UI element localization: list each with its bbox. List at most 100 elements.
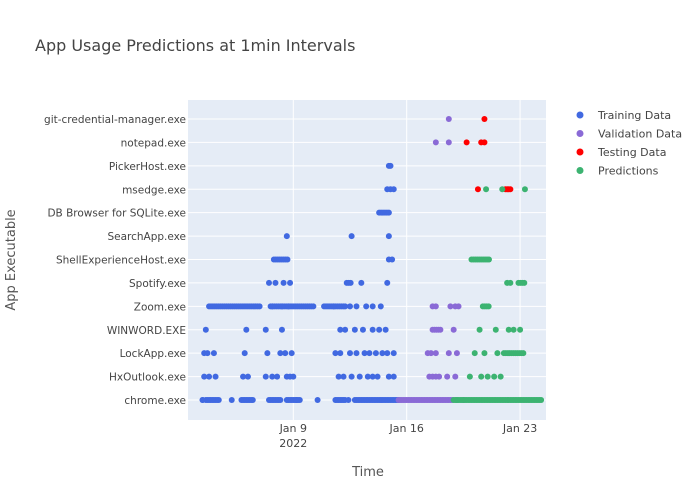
data-point — [358, 279, 365, 286]
data-point — [274, 373, 281, 380]
data-point — [351, 326, 358, 333]
data-point — [517, 326, 524, 333]
data-point — [377, 303, 384, 310]
series-predictions — [450, 186, 545, 403]
data-point — [390, 350, 397, 357]
data-point — [366, 350, 373, 357]
data-point — [369, 373, 376, 380]
y-tick-label: git-credential-manager.exe — [44, 114, 186, 126]
x-tick-sublabel: 2022 — [279, 437, 307, 450]
y-tick-label: chrome.exe — [124, 395, 186, 407]
data-point — [277, 397, 284, 403]
data-point — [538, 397, 545, 403]
legend-marker — [576, 167, 584, 174]
data-point — [269, 303, 276, 310]
data-point — [437, 326, 444, 333]
y-tick-label: Spotify.exe — [129, 278, 186, 290]
data-point — [337, 350, 344, 357]
data-point — [348, 373, 355, 380]
data-point — [280, 279, 287, 286]
data-point — [507, 186, 514, 193]
data-point — [369, 303, 376, 310]
data-point — [484, 373, 491, 380]
data-point — [521, 279, 528, 286]
data-point — [199, 397, 206, 403]
y-tick-label: WINWORD.EXE — [107, 325, 186, 337]
legend-marker — [576, 130, 584, 137]
data-point — [277, 350, 284, 357]
data-point — [453, 350, 460, 357]
series-testing-data — [463, 116, 514, 193]
data-point — [390, 373, 397, 380]
data-point — [445, 350, 452, 357]
data-point — [249, 397, 256, 403]
data-point — [427, 350, 434, 357]
data-point — [314, 397, 321, 403]
data-point — [521, 186, 528, 193]
data-point — [450, 326, 457, 333]
data-point — [283, 233, 290, 240]
data-point — [293, 397, 300, 403]
data-point — [212, 373, 219, 380]
data-point — [389, 256, 396, 263]
data-point — [346, 350, 353, 357]
data-point — [288, 350, 295, 357]
data-point — [363, 303, 370, 310]
data-point — [466, 373, 473, 380]
data-point — [452, 373, 459, 380]
legend-marker — [576, 111, 584, 119]
y-tick-label: ShellExperienceHost.exe — [56, 255, 186, 267]
data-point — [483, 186, 490, 193]
data-point — [499, 186, 506, 193]
data-point — [471, 350, 478, 357]
data-points — [199, 116, 545, 403]
data-point — [264, 350, 271, 357]
data-point — [436, 373, 443, 380]
y-tick-label: HxOutlook.exe — [109, 372, 186, 384]
data-point — [476, 326, 483, 333]
y-tick-label: PickerHost.exe — [109, 161, 186, 173]
legend-label: Validation Data — [598, 128, 682, 141]
data-point — [385, 209, 392, 216]
data-point — [262, 373, 269, 380]
data-point — [384, 350, 391, 357]
data-point — [485, 256, 492, 263]
data-point — [282, 350, 289, 357]
data-point — [445, 139, 452, 146]
data-point — [372, 350, 379, 357]
data-point — [432, 139, 439, 146]
y-tick-label: LockApp.exe — [120, 348, 186, 360]
y-tick-label: DB Browser for SQLite.exe — [47, 208, 186, 220]
data-point — [359, 326, 366, 333]
data-point — [262, 326, 269, 333]
data-point — [204, 350, 211, 357]
data-point — [202, 326, 209, 333]
data-point — [348, 233, 355, 240]
data-point — [244, 373, 251, 380]
y-axis-ticks: chrome.exe HxOutlook.exe LockApp.exe WINWOR… — [44, 114, 186, 407]
data-point — [432, 350, 439, 357]
data-point — [290, 373, 297, 380]
y-tick-label: msedge.exe — [122, 184, 186, 196]
data-point — [485, 303, 492, 310]
x-axis-ticks: Jan 9 2022 Jan 16 Jan 23 — [279, 422, 538, 450]
data-point — [364, 373, 371, 380]
data-point — [241, 350, 248, 357]
data-point — [385, 233, 392, 240]
y-tick-label: Zoom.exe — [134, 301, 186, 313]
data-point — [337, 326, 344, 333]
data-point — [497, 373, 504, 380]
data-point — [463, 139, 470, 146]
y-tick-label: SearchApp.exe — [107, 231, 186, 243]
data-point — [278, 326, 285, 333]
data-point — [340, 373, 347, 380]
data-point — [215, 397, 222, 403]
series-training-data — [199, 162, 402, 403]
data-point — [353, 303, 360, 310]
data-point — [353, 350, 360, 357]
data-point — [445, 116, 452, 122]
data-point — [356, 373, 363, 380]
chart-title: App Usage Predictions at 1min Intervals — [35, 36, 355, 55]
legend: Training Data Validation Data Testing Data… — [576, 109, 682, 178]
data-point — [243, 326, 250, 333]
